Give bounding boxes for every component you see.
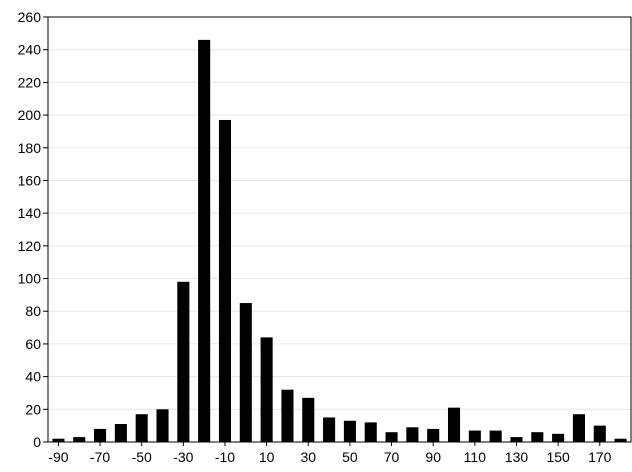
bar--40 — [156, 409, 169, 442]
grid-lines — [48, 49, 631, 410]
bar--30 — [177, 281, 190, 442]
bar-80 — [406, 427, 419, 442]
y-tick-label: 200 — [18, 107, 42, 123]
bar--90 — [52, 438, 65, 442]
bar-170 — [593, 425, 606, 442]
y-tick-label: 240 — [18, 42, 42, 58]
y-tick-label: 40 — [25, 369, 41, 385]
bar-0 — [239, 303, 252, 442]
bar-40 — [323, 417, 336, 442]
x-tick-label: 10 — [259, 449, 275, 465]
bar-120 — [489, 430, 502, 442]
y-axis-ticks: 0 20 40 60 80 100 120 140 160 180 200 220 240 260 — [18, 9, 48, 450]
bar-60 — [364, 422, 377, 442]
y-tick-label: 60 — [25, 336, 41, 352]
x-tick-label: 50 — [342, 449, 358, 465]
x-tick-label: 30 — [300, 449, 316, 465]
x-tick-label: -90 — [48, 449, 68, 465]
y-tick-label: 120 — [18, 238, 42, 254]
x-tick-label: 70 — [384, 449, 400, 465]
bar-110 — [468, 430, 481, 442]
bar--20 — [198, 39, 211, 443]
bar--80 — [73, 437, 86, 442]
y-tick-label: 160 — [18, 172, 42, 188]
y-tick-label: 0 — [33, 434, 41, 450]
bar-20 — [281, 389, 294, 442]
x-tick-label: -10 — [215, 449, 235, 465]
y-tick-label: 100 — [18, 271, 42, 287]
bar-50 — [343, 420, 356, 442]
bar-10 — [260, 337, 273, 442]
x-tick-label: 90 — [425, 449, 441, 465]
y-tick-label: 260 — [18, 9, 42, 25]
bar-90 — [427, 428, 440, 442]
x-tick-label: -30 — [173, 449, 193, 465]
y-tick-label: 220 — [18, 74, 42, 90]
bar-140 — [531, 432, 544, 442]
bar-130 — [510, 437, 523, 442]
plot-frame — [47, 16, 632, 443]
y-tick-label: 180 — [18, 140, 42, 156]
bar-160 — [572, 414, 585, 442]
bar--10 — [218, 119, 232, 442]
bar-100 — [447, 407, 461, 442]
y-tick-label: 20 — [25, 401, 41, 417]
bar--50 — [135, 414, 148, 442]
x-axis-ticks: -90 -70 -50 -30 -10 10 30 50 70 90 110 130 150 170 — [48, 442, 612, 465]
x-tick-label: 150 — [546, 449, 570, 465]
x-tick-label: 110 — [464, 449, 487, 465]
bars — [52, 39, 627, 443]
bar-150 — [552, 433, 565, 442]
bar--60 — [114, 424, 127, 442]
y-tick-label: 80 — [25, 303, 41, 319]
x-tick-label: 130 — [505, 449, 529, 465]
bar-180 — [614, 438, 627, 442]
x-tick-label: -70 — [90, 449, 110, 465]
x-tick-label: -50 — [132, 449, 152, 465]
y-tick-label: 140 — [18, 205, 42, 221]
bar-70 — [385, 432, 398, 442]
bar--70 — [94, 428, 107, 442]
bar-30 — [302, 397, 315, 442]
x-tick-label: 170 — [588, 449, 612, 465]
